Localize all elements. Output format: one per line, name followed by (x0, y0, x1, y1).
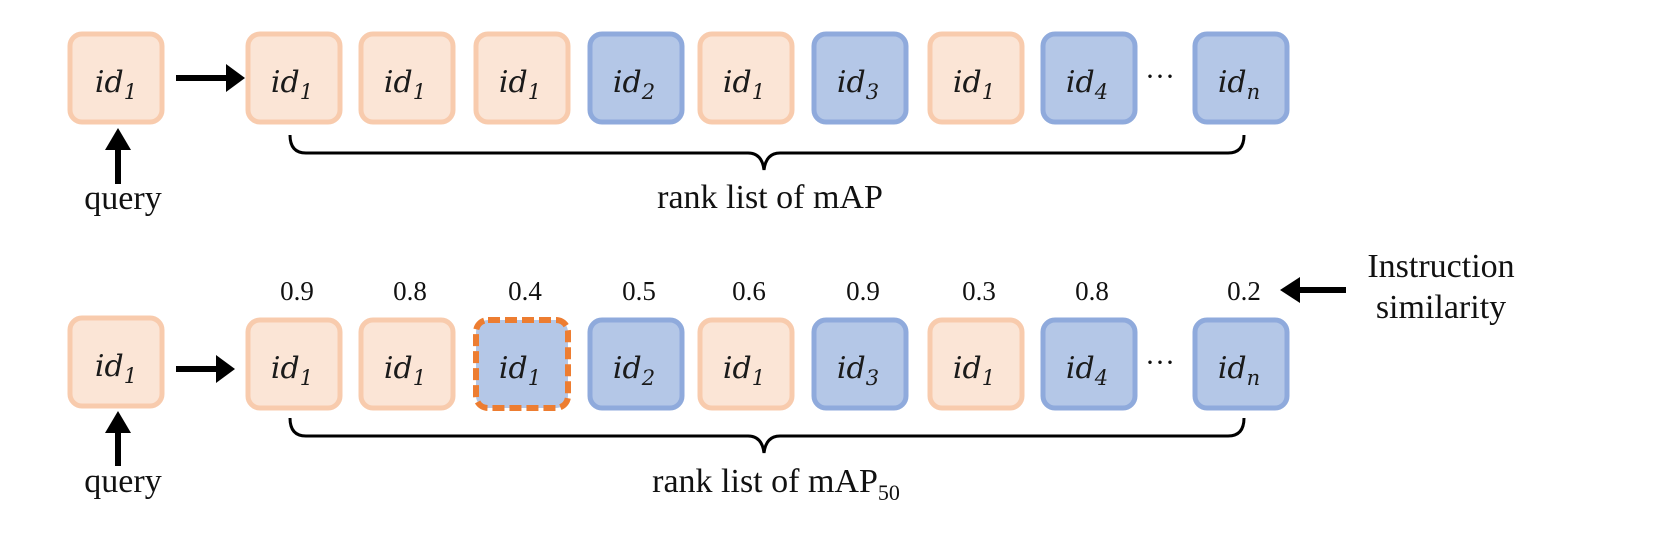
rank-box-label: id2 (613, 65, 655, 104)
row2-ellipsis: ··· (1145, 346, 1175, 379)
row1-up-arrow (105, 128, 131, 184)
row2-rank-item-4: id2 (587, 317, 685, 411)
row2-rank-item-7: id1 (927, 317, 1025, 411)
rank-box-label: idn (1218, 351, 1260, 390)
row1-rank-item-7: id1 (927, 31, 1025, 125)
rank-box-label: idn (1218, 65, 1260, 104)
rank-box-label: id1 (723, 351, 765, 390)
rank-box (587, 31, 685, 125)
rank-box (245, 31, 343, 125)
row2-rank-item-6: id3 (811, 317, 909, 411)
row1-query-box-label: id1 (95, 65, 137, 104)
similarity-arrow (1280, 277, 1346, 303)
similarity-score-6: 0.9 (846, 276, 880, 306)
row1-rank-item-2: id1 (358, 31, 456, 125)
row2-rank-item-8: id4 (1040, 317, 1138, 411)
row1-query-rect (67, 31, 165, 125)
rank-box (1040, 317, 1138, 411)
row1-ellipsis: ··· (1145, 60, 1175, 93)
row1-brace (288, 134, 1246, 171)
rank-box (1192, 317, 1290, 411)
similarity-score-8: 0.8 (1075, 276, 1109, 306)
similarity-score-7: 0.3 (962, 276, 996, 306)
rank-box-label: id3 (837, 65, 879, 104)
row2-similarity-scores: 0.9 0.8 0.4 0.5 0.6 0.9 0.3 0.8 0.2 (280, 276, 1261, 306)
rank-box (811, 31, 909, 125)
row2-query-box: id1 (67, 315, 165, 409)
row1-rank-item-5: id1 (697, 31, 795, 125)
row1-rank-item-4: id2 (587, 31, 685, 125)
rank-box (358, 31, 456, 125)
rank-box-label: id1 (384, 351, 426, 390)
rank-box-label: id1 (499, 351, 541, 390)
similarity-score-3: 0.4 (508, 276, 542, 306)
row2-query-rect (67, 315, 165, 409)
row1-right-arrow (176, 64, 245, 92)
row1-query-label: query (84, 180, 161, 217)
rank-box (358, 317, 456, 411)
rank-box (697, 317, 795, 411)
row2-query-label: query (84, 463, 161, 500)
rank-box (1192, 31, 1290, 125)
rank-box-label: id1 (953, 65, 995, 104)
row2-query-box-label: id1 (95, 349, 137, 388)
similarity-score-4: 0.5 (622, 276, 656, 306)
rank-box (697, 31, 795, 125)
row2-right-arrow (176, 355, 235, 383)
row1-rank-item-3: id1 (473, 31, 571, 125)
rank-box-label: id3 (837, 351, 879, 390)
row1-rank-item-1: id1 (245, 31, 343, 125)
rank-box-label: id1 (384, 65, 426, 104)
rank-box (811, 317, 909, 411)
similarity-score-2: 0.8 (393, 276, 427, 306)
row1-rank-item-9: idn (1192, 31, 1290, 125)
rank-box (473, 31, 571, 125)
rank-box-label: id2 (613, 351, 655, 390)
similarity-label-line1: Instruction (1367, 248, 1514, 285)
rank-box (927, 31, 1025, 125)
similarity-score-1: 0.9 (280, 276, 314, 306)
row2-rank-item-5: id1 (697, 317, 795, 411)
rank-box-label: id4 (1066, 351, 1108, 390)
row2-rank-item-1: id1 (245, 317, 343, 411)
row1-rank-item-6: id3 (811, 31, 909, 125)
row1-query-box: id1 (67, 31, 165, 125)
highlighted-rank-box (473, 317, 571, 411)
rank-box (245, 317, 343, 411)
row1-rank-item-8: id4 (1040, 31, 1138, 125)
row1-rank-list: id1 id1 id1 id2 id1 id3 id1 id4 idn (245, 31, 1290, 125)
row2-rank-list: id1 id1 id1 id2 id1 id3 id1 id4 idn (245, 317, 1290, 411)
rank-box-label: id1 (953, 351, 995, 390)
row2-rank-item-9: idn (1192, 317, 1290, 411)
row1-rank-label: rank list of mAP (657, 179, 883, 216)
rank-box (927, 317, 1025, 411)
row2-rank-item-3: id1 (473, 317, 571, 411)
rank-box-label: id4 (1066, 65, 1108, 104)
rank-box (1040, 31, 1138, 125)
rank-box-label: id1 (499, 65, 541, 104)
rank-box-label: id1 (271, 65, 313, 104)
row2-up-arrow (105, 411, 131, 466)
similarity-score-5: 0.6 (732, 276, 766, 306)
row2-rank-label: rank list of mAP50 (652, 463, 900, 505)
rank-box (587, 317, 685, 411)
row2-rank-item-2: id1 (358, 317, 456, 411)
similarity-score-9: 0.2 (1227, 276, 1261, 306)
rank-box-label: id1 (723, 65, 765, 104)
row2-brace (288, 417, 1246, 454)
similarity-label-line2: similarity (1376, 289, 1506, 326)
rank-box-label: id1 (271, 351, 313, 390)
